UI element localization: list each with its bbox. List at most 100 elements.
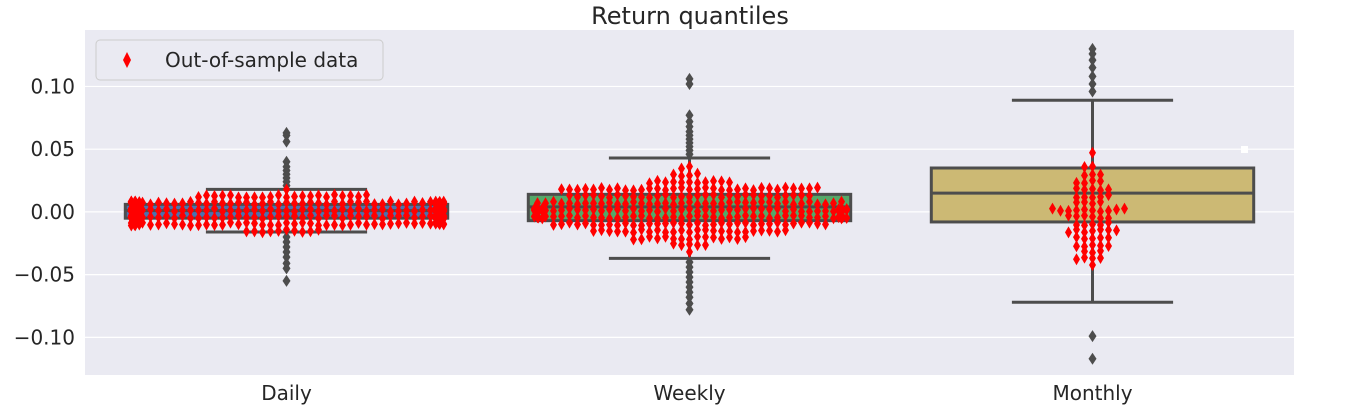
swarm-point (227, 204, 234, 217)
swarm-point (1073, 210, 1080, 223)
swarm-point (843, 204, 851, 217)
swarm-point (187, 195, 194, 208)
swarm-point (606, 218, 613, 231)
y-tick-label: −0.05 (14, 263, 75, 287)
swarm-point (1081, 219, 1088, 232)
swarm-point (702, 181, 709, 194)
swarm-point (670, 175, 677, 188)
swarm-point (798, 182, 805, 195)
swarm-point (734, 232, 741, 245)
swarm-point (171, 205, 178, 218)
swarm-point (307, 217, 314, 230)
swarm-point (155, 218, 162, 231)
legend-box (95, 39, 384, 81)
swarm-point (726, 189, 733, 202)
swarm-point (251, 211, 258, 224)
swarm-point (1105, 204, 1112, 217)
swarm-point (427, 217, 434, 230)
swarm-point (135, 218, 143, 231)
swarm-point (798, 197, 805, 210)
swarm-point (1097, 168, 1104, 181)
swarm-point (538, 203, 546, 216)
swarm-point (638, 233, 645, 246)
swarm-point (355, 202, 362, 215)
swarm-point (646, 182, 653, 195)
swarm-point (806, 189, 813, 202)
swarm-point (283, 216, 290, 229)
swarm-point (323, 190, 330, 203)
swarm-point (1081, 209, 1088, 222)
swarm-point (1105, 216, 1112, 229)
swarm-point (614, 182, 621, 195)
swarm-point (291, 210, 298, 223)
swarm-point (339, 212, 346, 225)
swarm-point (830, 197, 837, 210)
swarm-point (403, 216, 410, 229)
swarm-point (614, 188, 621, 201)
swarm-point (235, 210, 242, 223)
swarm-point (606, 225, 613, 238)
swarm-point (307, 209, 314, 222)
swarm-point (694, 198, 701, 211)
swarm-point (347, 209, 354, 222)
swarm-point (331, 195, 338, 208)
swarm-point (734, 210, 741, 223)
swarm-point (155, 196, 162, 209)
swarm-point (427, 209, 434, 222)
swarm-point (718, 232, 725, 245)
swarm-point (291, 197, 298, 210)
swarm-point (267, 218, 274, 231)
outlier-point (282, 135, 291, 148)
swarm-point (686, 218, 693, 231)
swarm-point (670, 237, 677, 250)
outlier-point (1088, 330, 1097, 343)
swarm-point (1105, 240, 1112, 253)
swarm-point (147, 210, 154, 223)
swarm-point (1081, 232, 1088, 245)
swarm-point (798, 216, 805, 229)
swarm-point (726, 211, 733, 224)
swarm-point (436, 217, 444, 230)
swarm-point (1089, 218, 1096, 231)
swarm-point (598, 211, 605, 224)
swarm-point (758, 217, 765, 230)
swarm-point (670, 225, 677, 238)
swarm-point (211, 202, 218, 215)
swarm-point (411, 217, 418, 230)
swarm-point (259, 212, 266, 225)
swarm-point (614, 225, 621, 238)
swarm-point (427, 195, 434, 208)
swarm-point (419, 210, 426, 223)
swarm-point (694, 189, 701, 202)
swarm-point (710, 211, 717, 224)
swarm-point (782, 196, 789, 209)
swarm-point (530, 210, 538, 223)
swarm-point (694, 183, 701, 196)
swarm-point (171, 212, 178, 225)
swarm-point (574, 218, 581, 231)
out-of-sample-points (127, 146, 1128, 271)
swarm-point (582, 182, 589, 195)
swarm-point (566, 202, 573, 215)
swarm-point (574, 183, 581, 196)
swarm-point (814, 211, 821, 224)
swarm-point (259, 226, 266, 239)
swarm-point (227, 216, 234, 229)
swarm-point (307, 203, 314, 216)
swarm-point (135, 196, 143, 209)
swarm-point (243, 204, 250, 217)
x-tick-label: Daily (261, 381, 312, 405)
swarm-point (379, 203, 386, 216)
swarm-point (638, 197, 645, 210)
swarm-point (1097, 184, 1104, 197)
swarm-point (163, 210, 170, 223)
swarm-point (1057, 204, 1064, 217)
swarm-point (574, 190, 581, 203)
swarm-point (646, 191, 653, 204)
outlier-point (1088, 85, 1097, 98)
outlier-point (282, 262, 291, 275)
swarm-point (1073, 240, 1080, 253)
swarm-point (742, 202, 749, 215)
swarm-point (835, 211, 843, 224)
swarm-point (1105, 189, 1112, 202)
